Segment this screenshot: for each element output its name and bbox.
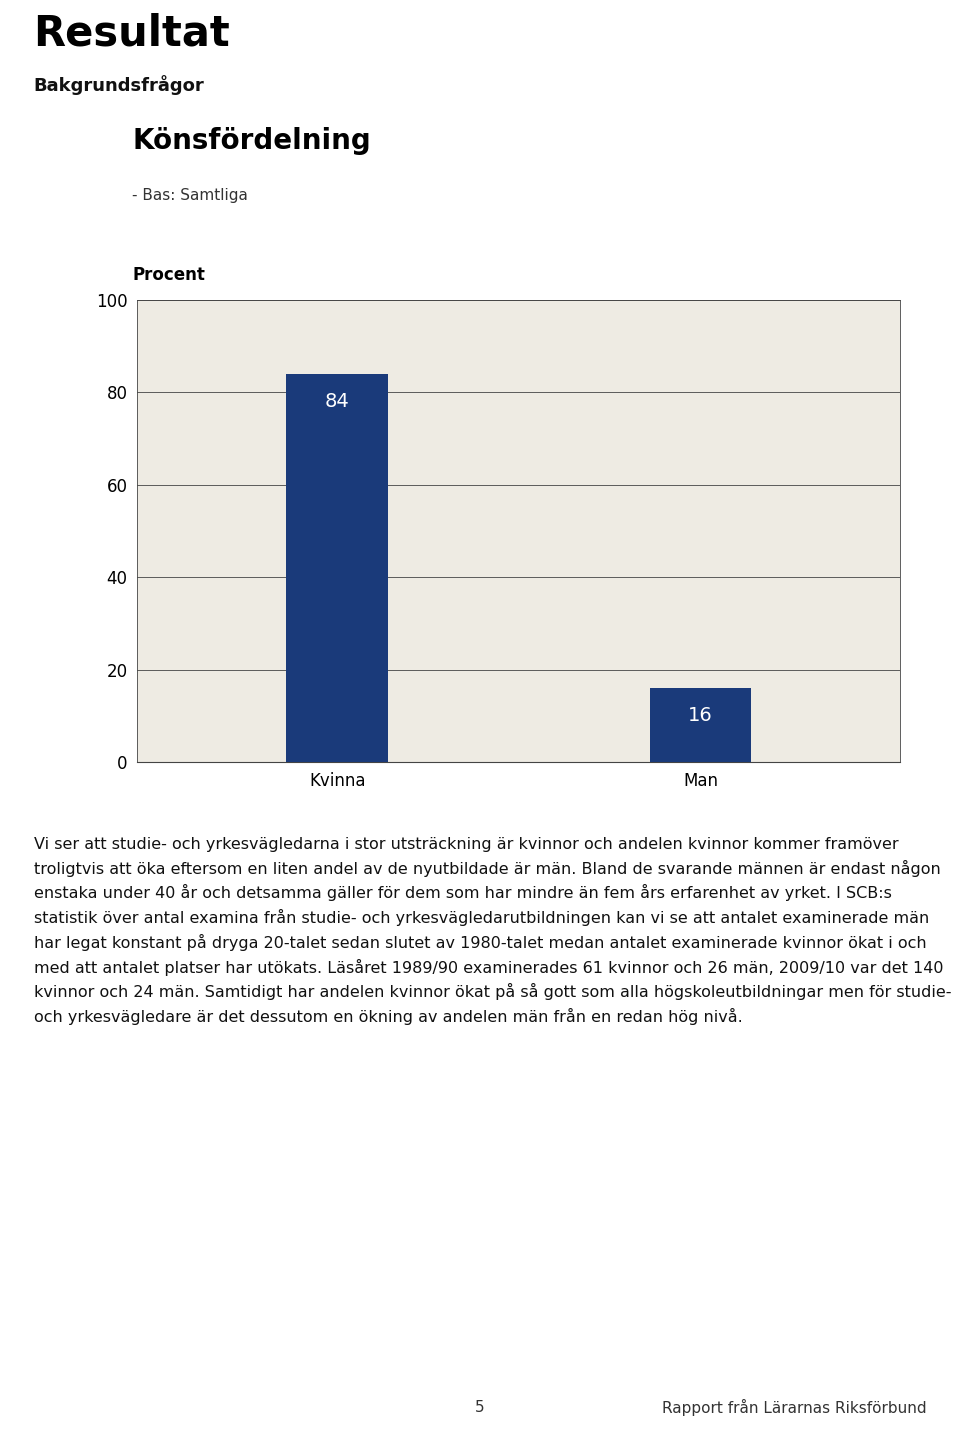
Text: Vi ser att studie- och yrkesvägledarna i stor utsträckning är kvinnor och andele: Vi ser att studie- och yrkesvägledarna i… xyxy=(34,837,951,1025)
Text: Könsfördelning: Könsfördelning xyxy=(132,127,372,154)
Text: Procent: Procent xyxy=(132,266,205,284)
Bar xyxy=(286,374,388,762)
Text: 5: 5 xyxy=(475,1400,485,1416)
Bar xyxy=(650,688,752,762)
Text: Resultat: Resultat xyxy=(34,12,230,55)
Text: - Bas: Samtliga: - Bas: Samtliga xyxy=(132,188,249,203)
Text: 16: 16 xyxy=(688,707,713,726)
Text: Rapport från Lärarnas Riksförbund: Rapport från Lärarnas Riksförbund xyxy=(661,1400,926,1416)
Text: 84: 84 xyxy=(324,392,349,411)
Text: Bakgrundsfrågor: Bakgrundsfrågor xyxy=(34,75,204,95)
